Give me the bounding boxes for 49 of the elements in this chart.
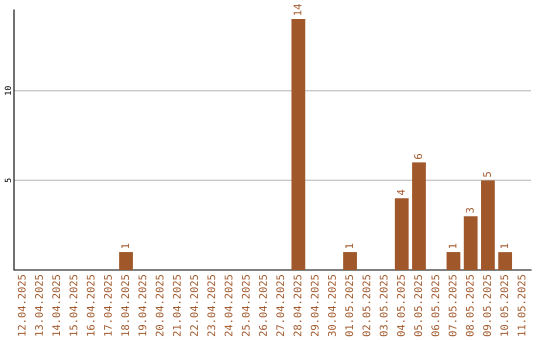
x-tick-label: 01.05.2025: [345, 275, 354, 336]
x-tick-label: 23.04.2025: [207, 275, 216, 336]
x-tick-label: 19.04.2025: [138, 275, 146, 336]
x-tick-label: 08.05.2025: [466, 275, 474, 336]
x-tick-label: 15.04.2025: [69, 275, 78, 336]
x-tick-label: 16.04.2025: [86, 275, 95, 336]
x-tick-label: 14.04.2025: [52, 275, 60, 336]
x-tick-label: 18.04.2025: [121, 275, 130, 336]
data-label: 1: [345, 244, 353, 248]
x-tick-label: 17.04.2025: [104, 275, 112, 336]
bar: [412, 162, 426, 270]
bar: [481, 180, 495, 270]
x-tick-label: 02.05.2025: [362, 275, 370, 336]
x-tick-label: 28.04.2025: [294, 275, 302, 336]
x-tick-label: 20.04.2025: [156, 275, 164, 336]
x-tick-label: 30.04.2025: [328, 275, 336, 336]
data-label: 1: [121, 244, 129, 248]
x-tick-label: 24.04.2025: [224, 275, 232, 336]
data-label: 14: [294, 4, 302, 15]
data-label: 1: [448, 244, 456, 248]
x-tick-label: 04.05.2025: [396, 275, 405, 336]
data-label: 1: [500, 244, 508, 248]
bar: [291, 18, 306, 270]
x-tick-label: 27.04.2025: [276, 275, 284, 336]
x-tick-label: 12.04.2025: [18, 275, 26, 336]
bar: [343, 252, 357, 270]
bar: [464, 216, 478, 270]
y-tick-label: 10: [4, 86, 11, 95]
x-tick-label: 03.05.2025: [380, 275, 388, 336]
x-tick-label: 26.04.2025: [259, 275, 267, 336]
x-tick-label: 10.05.2025: [500, 275, 508, 336]
x-tick-label: 11.05.2025: [518, 275, 526, 336]
x-tick-label: 21.04.2025: [172, 275, 181, 336]
x-tick-label: 29.04.2025: [310, 275, 319, 336]
x-tick-label: 05.05.2025: [414, 275, 422, 336]
data-label: 4: [397, 190, 405, 195]
data-label: 3: [466, 208, 474, 213]
x-tick-label: 25.04.2025: [242, 275, 250, 336]
x-tick-label: 07.05.2025: [448, 275, 456, 336]
x-tick-label: 09.05.2025: [483, 275, 491, 336]
x-tick-label: 13.04.2025: [35, 275, 43, 336]
bar: [446, 252, 460, 270]
bar: [394, 198, 409, 270]
data-label: 5: [483, 172, 491, 177]
data-label: 6: [414, 154, 422, 159]
x-tick-label: 22.04.2025: [190, 275, 198, 336]
bar: [498, 252, 512, 270]
bar: [119, 252, 133, 270]
x-tick-label: 06.05.2025: [431, 275, 440, 336]
